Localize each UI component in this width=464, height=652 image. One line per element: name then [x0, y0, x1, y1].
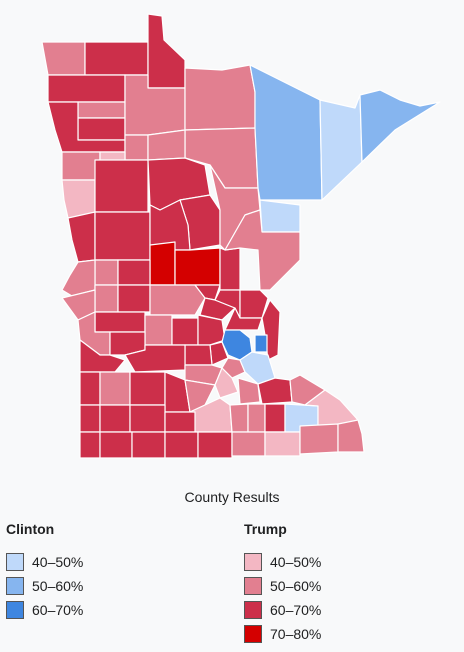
county-clay	[61, 179, 96, 219]
county-lyon	[99, 371, 131, 406]
county-mower	[264, 431, 301, 457]
county-martin	[164, 431, 199, 459]
legend-item: 60–70%	[6, 598, 83, 622]
county-jackson	[131, 431, 166, 459]
county-pine	[224, 209, 301, 291]
county-otter-tail	[94, 211, 151, 261]
legend-trump: Trump 40–50% 50–60% 60–70% 70–80%	[244, 521, 321, 646]
county-clearwater	[124, 134, 149, 161]
legend-swatch	[244, 625, 262, 643]
legend-item: 40–50%	[244, 550, 321, 574]
county-houston	[337, 419, 365, 453]
county-freeborn	[231, 431, 266, 457]
county-mille-lacs	[174, 247, 221, 286]
county-dodge	[264, 403, 286, 433]
county-douglas	[117, 259, 151, 286]
county-meeker	[171, 317, 199, 346]
county-koochiching	[184, 64, 256, 131]
minnesota-county-map	[41, 13, 441, 459]
county-red-lake	[77, 117, 126, 141]
legend-clinton: Clinton 40–50% 50–60% 60–70%	[6, 521, 83, 622]
county-sherburne	[199, 297, 236, 321]
legend-swatch	[244, 601, 262, 619]
county-chisago	[239, 289, 269, 319]
county-lake	[319, 94, 363, 201]
county-st-louis	[249, 64, 323, 201]
county-norman	[61, 151, 101, 181]
county-roseau	[84, 41, 149, 76]
legend-label: 50–60%	[270, 578, 322, 594]
legend-clinton-title: Clinton	[6, 521, 55, 537]
county-morrison	[149, 241, 176, 286]
county-waseca	[229, 403, 249, 433]
legend-item: 60–70%	[244, 598, 321, 622]
county-grant	[94, 259, 119, 286]
county-wright	[197, 314, 226, 346]
legend-label: 40–50%	[270, 554, 322, 570]
county-hubbard	[147, 129, 186, 161]
county-goodhue	[257, 377, 293, 405]
county-faribault	[197, 431, 233, 459]
legend-swatch	[244, 577, 262, 595]
map-caption: County Results	[184, 489, 280, 505]
county-pennington	[77, 101, 126, 119]
county-stearns	[149, 284, 206, 316]
legend-swatch	[6, 553, 24, 571]
county-watonwan	[164, 411, 196, 433]
legend-swatch	[244, 553, 262, 571]
legend-label: 40–50%	[32, 554, 84, 570]
legend-item: 50–60%	[244, 574, 321, 598]
county-rice	[237, 377, 261, 405]
county-pope	[117, 284, 151, 313]
county-becker	[94, 159, 149, 213]
county-nobles	[99, 431, 133, 459]
county-kanabec	[219, 247, 241, 291]
county-cottonwood	[129, 404, 166, 433]
county-mcleod	[184, 344, 213, 366]
county-cook	[359, 89, 441, 163]
legend-label: 70–80%	[270, 626, 322, 642]
legend-label: 60–70%	[32, 602, 84, 618]
county-marshall	[47, 74, 126, 103]
legend-trump-title: Trump	[244, 521, 287, 537]
county-fillmore	[299, 423, 339, 455]
county-pipestone	[79, 404, 101, 433]
county-murray	[99, 404, 131, 433]
county-steele	[247, 403, 266, 433]
legend-label: 50–60%	[32, 578, 84, 594]
legend-swatch	[6, 577, 24, 595]
county-kittson	[41, 41, 86, 76]
legend-item: 40–50%	[6, 550, 83, 574]
county-rock	[79, 431, 101, 459]
legend-item: 50–60%	[6, 574, 83, 598]
legend-label: 60–70%	[270, 602, 322, 618]
county-lincoln	[79, 371, 101, 406]
county-lake-of-the-woods	[147, 13, 186, 89]
county-redwood	[129, 371, 166, 406]
county-stevens	[94, 284, 119, 313]
legend-swatch	[6, 601, 24, 619]
county-kandiyohi	[144, 314, 173, 346]
county-swift	[94, 311, 146, 333]
county-wilkin	[67, 211, 96, 263]
county-carlton	[259, 199, 301, 233]
county-le-sueur	[214, 367, 239, 399]
county-ramsey	[254, 334, 268, 353]
legend-item: 70–80%	[244, 622, 321, 646]
